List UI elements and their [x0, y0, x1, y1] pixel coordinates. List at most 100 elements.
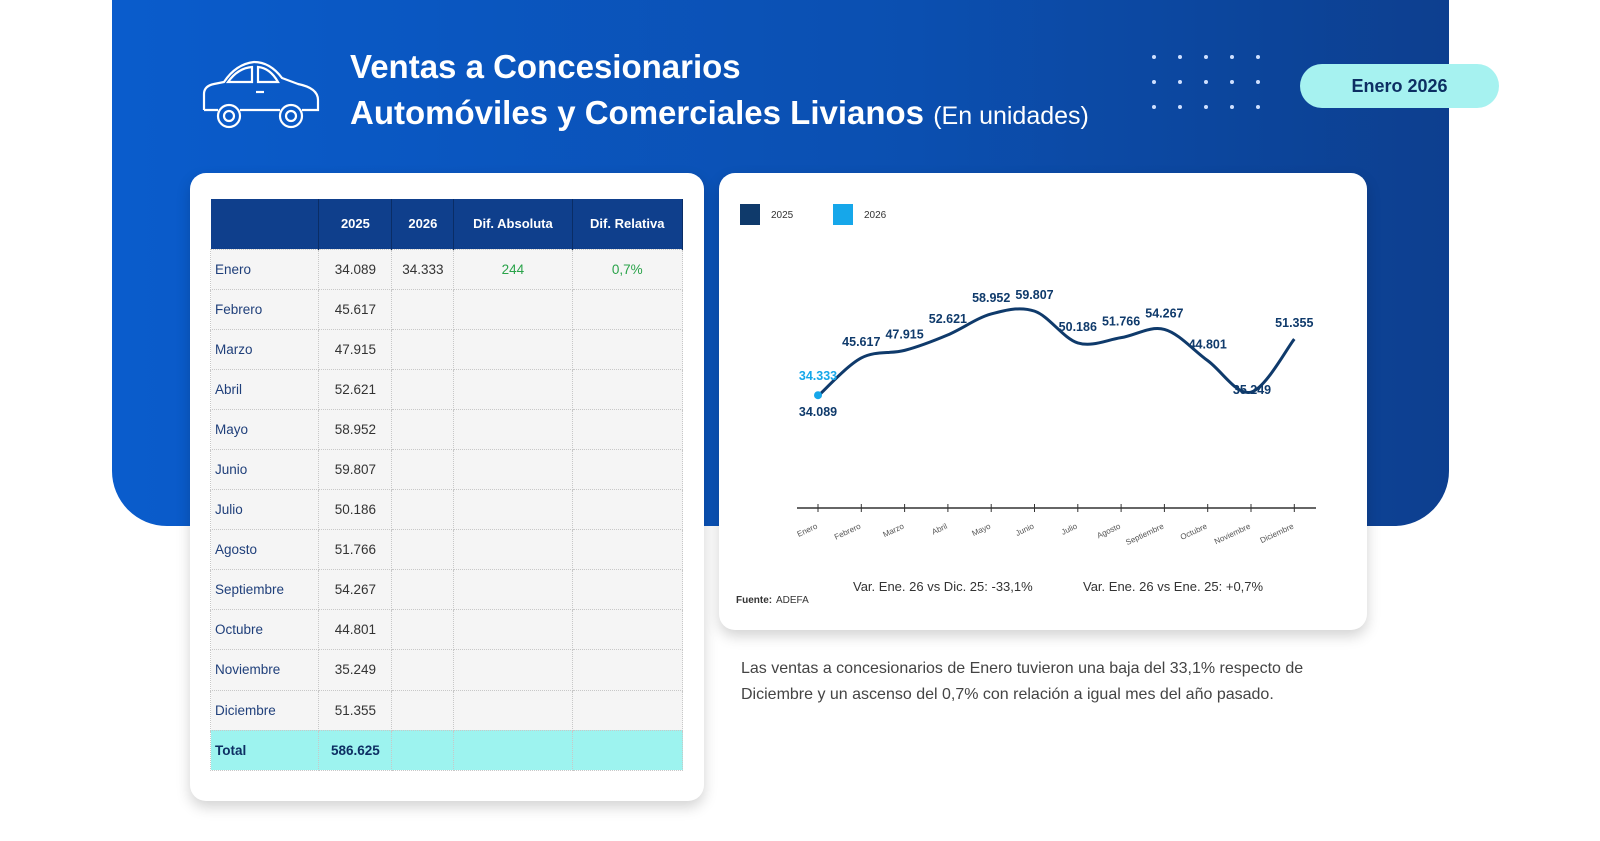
table-cell	[453, 529, 573, 571]
table-cell: Junio	[209, 448, 320, 491]
title-unit: (En unidades)	[933, 102, 1089, 130]
x-tick-label: Diciembre	[1259, 521, 1296, 545]
legend-label: 2026	[864, 210, 887, 221]
data-label-2026: 34.333	[799, 369, 837, 383]
line-chart: 2025 2026 Enero Febrero Marzo Abril Mayo Junio J…	[736, 204, 1316, 606]
table-cell: Diciembre	[209, 689, 320, 731]
table-cell	[453, 288, 573, 330]
table-cell: Julio	[209, 489, 320, 531]
table-cell	[571, 529, 683, 571]
title-line-2: Automóviles y Comerciales Livianos	[350, 94, 925, 131]
table-cell	[453, 448, 573, 491]
table-cell	[391, 689, 455, 731]
table-cell	[453, 489, 573, 531]
data-label-2025: 54.267	[1145, 306, 1183, 320]
column-header: Dif. Relativa	[572, 199, 683, 249]
data-label-2025: 44.801	[1189, 338, 1227, 352]
table-cell	[453, 408, 573, 450]
annotation-var-ene: Var. Ene. 26 vs Ene. 25: +0,7%	[1083, 579, 1264, 594]
table-cell	[453, 569, 573, 611]
data-label-2025: 52.621	[929, 312, 967, 326]
column-header: 2025	[318, 199, 393, 249]
table-cell	[571, 288, 683, 330]
table-cell	[453, 649, 573, 691]
table-cell	[391, 489, 455, 531]
table-cell	[571, 328, 683, 370]
table-row: Febrero 45.617	[209, 288, 683, 330]
data-label-2025: 45.617	[842, 335, 880, 349]
table-cell: 51.766	[318, 529, 393, 571]
car-icon	[202, 60, 320, 129]
table-row: Agosto 51.766	[209, 529, 683, 571]
table-cell	[571, 689, 683, 731]
data-label-2025: 59.807	[1015, 288, 1053, 302]
table-cell: 35.249	[318, 649, 393, 691]
table-cell: Abril	[209, 368, 320, 410]
column-header: Dif. Absoluta	[453, 199, 573, 249]
data-label-2025: 34.089	[799, 405, 837, 419]
legend-swatch	[740, 204, 760, 225]
x-tick-label: Marzo	[881, 521, 905, 539]
table-cell: Septiembre	[209, 569, 320, 611]
table-cell	[571, 649, 683, 691]
summary-text: Las ventas a concesionarios de Enero tuv…	[741, 660, 1304, 703]
table-cell: 34.333	[391, 248, 455, 290]
table-row: Junio 59.807	[209, 448, 683, 491]
table-cell	[571, 609, 683, 651]
table-row: Abril 52.621	[209, 368, 683, 410]
sales-table-card: 2025 2026 Dif. Absoluta Dif. Relativa Enero…	[190, 173, 704, 801]
table-cell: 44.801	[318, 609, 393, 651]
source-value: ADEFA	[776, 595, 809, 606]
series-2025-line	[816, 307, 1296, 398]
legend-label: 2025	[771, 210, 794, 221]
column-header: 2026	[391, 199, 455, 249]
table-row: Julio 50.186	[209, 489, 683, 531]
x-tick-label: Enero	[796, 521, 820, 538]
column-header	[210, 199, 320, 249]
table-cell	[391, 609, 455, 651]
x-tick-label: Septiembre	[1124, 521, 1165, 547]
table-cell: 45.617	[318, 288, 393, 330]
table-cell: 50.186	[318, 489, 393, 531]
table-cell: 47.915	[318, 328, 393, 370]
chart-card: 2025 2026 Enero Febrero Marzo Abril Mayo Junio J…	[719, 173, 1367, 630]
table-cell	[453, 729, 573, 771]
table-row: Mayo 58.952	[209, 408, 683, 450]
table-row: Octubre 44.801	[209, 609, 683, 651]
x-tick-label: Octubre	[1179, 521, 1209, 541]
table-cell	[391, 729, 455, 771]
table-cell: Octubre	[209, 609, 320, 651]
x-tick-label: Julio	[1060, 521, 1079, 536]
table-row: Enero 34.089 34.333 244 0,7%	[209, 248, 683, 290]
table-cell	[391, 529, 455, 571]
title-line-1: Ventas a Concesionarios	[350, 48, 741, 85]
data-label-2025: 50.186	[1059, 320, 1097, 334]
x-tick-label: Febrero	[833, 521, 863, 541]
table-cell: 586.625	[318, 729, 393, 771]
table-row: Diciembre 51.355	[209, 689, 683, 731]
table-cell: Febrero	[209, 288, 320, 330]
table-cell	[391, 288, 455, 330]
x-tick-label: Noviembre	[1213, 521, 1252, 546]
legend-swatch	[833, 204, 853, 225]
table-cell	[571, 408, 683, 450]
table-cell: Noviembre	[209, 649, 320, 691]
decorative-dots	[1152, 55, 1282, 109]
period-badge: Enero 2026	[1300, 64, 1499, 108]
point-2026	[814, 391, 822, 400]
table-cell: 244	[453, 248, 573, 290]
source-label: Fuente:	[736, 595, 772, 606]
table-cell	[571, 569, 683, 611]
data-label-2025: 58.952	[972, 291, 1010, 305]
table-cell	[453, 609, 573, 651]
table-cell: Mayo	[209, 408, 320, 450]
table-cell: 34.089	[318, 248, 393, 290]
table-cell	[571, 729, 683, 771]
table-cell: Total	[209, 729, 320, 771]
data-label-2025: 35.249	[1233, 383, 1271, 397]
table-cell	[391, 328, 455, 370]
x-tick-label: Abril	[930, 522, 949, 537]
table-row: Marzo 47.915	[209, 328, 683, 370]
table-cell: 52.621	[318, 368, 393, 410]
table-row: Septiembre 54.267	[209, 569, 683, 611]
